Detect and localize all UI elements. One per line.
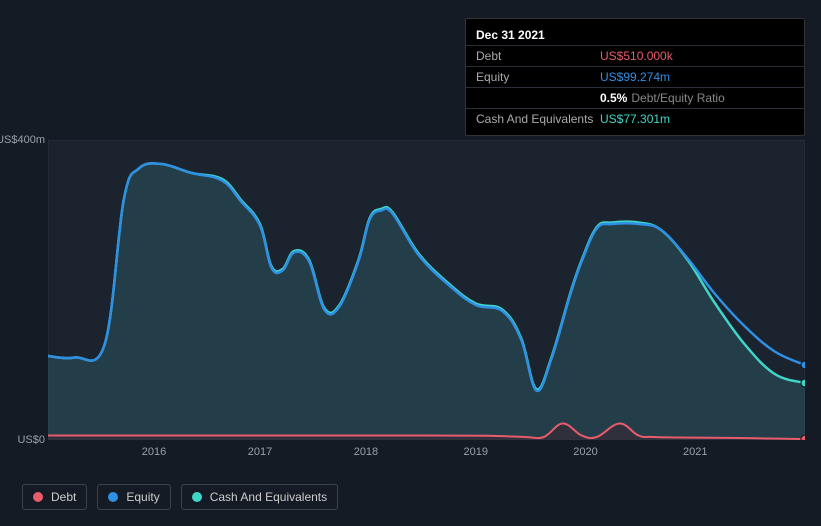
- ratio-label: Debt/Equity Ratio: [631, 91, 724, 105]
- legend-item-debt[interactable]: Debt: [22, 484, 87, 510]
- tooltip-label: [476, 91, 600, 105]
- tooltip-value: US$510.000k: [600, 49, 794, 63]
- legend-item-cash[interactable]: Cash And Equivalents: [181, 484, 338, 510]
- legend-item-equity[interactable]: Equity: [97, 484, 170, 510]
- legend-swatch: [192, 492, 202, 502]
- tooltip-label: Debt: [476, 49, 600, 63]
- legend-swatch: [108, 492, 118, 502]
- x-axis-label: 2020: [573, 446, 597, 458]
- chart-area[interactable]: US$400m US$0 2016 2017 2018 2019 2020 20…: [16, 120, 805, 465]
- tooltip-label: Equity: [476, 70, 600, 84]
- tooltip-date-row: Dec 31 2021: [466, 25, 804, 45]
- legend-label: Cash And Equivalents: [210, 490, 327, 504]
- tooltip-value: 0.5% Debt/Equity Ratio: [600, 91, 794, 105]
- y-axis-label: US$400m: [0, 134, 45, 146]
- x-axis-label: 2021: [683, 446, 707, 458]
- tooltip-date: Dec 31 2021: [476, 28, 545, 42]
- y-axis-label: US$0: [17, 434, 45, 446]
- legend-swatch: [33, 492, 43, 502]
- x-axis: 2016 2017 2018 2019 2020 2021: [48, 446, 805, 466]
- x-axis-label: 2017: [248, 446, 272, 458]
- chart-svg: [48, 140, 805, 440]
- legend-label: Debt: [51, 490, 76, 504]
- tooltip-row-equity: Equity US$99.274m: [466, 66, 804, 87]
- chart-legend: Debt Equity Cash And Equivalents: [22, 484, 338, 510]
- x-axis-label: 2018: [354, 446, 378, 458]
- x-axis-label: 2019: [463, 446, 487, 458]
- ratio-value: 0.5%: [600, 91, 627, 105]
- tooltip-row-debt: Debt US$510.000k: [466, 45, 804, 66]
- legend-label: Equity: [126, 490, 159, 504]
- tooltip-value: US$99.274m: [600, 70, 794, 84]
- chart-tooltip: Dec 31 2021 Debt US$510.000k Equity US$9…: [465, 18, 805, 136]
- x-axis-label: 2016: [142, 446, 166, 458]
- tooltip-row-ratio: 0.5% Debt/Equity Ratio: [466, 87, 804, 108]
